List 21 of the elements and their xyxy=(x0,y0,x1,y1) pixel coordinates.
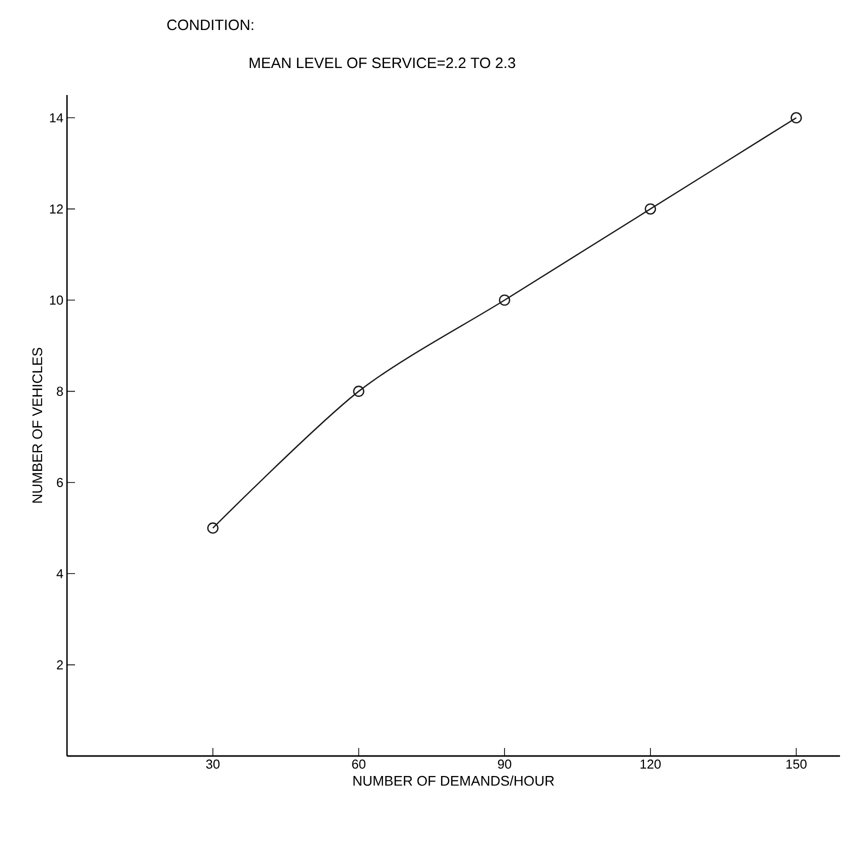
y-axis-title: NUMBER OF VEHICLES xyxy=(32,348,42,503)
x-tick-label: 150 xyxy=(786,760,807,769)
point xyxy=(353,386,364,397)
x-tick-label: 90 xyxy=(498,760,512,769)
y-tick-label: 10 xyxy=(50,296,63,305)
y-tick-label: 14 xyxy=(50,113,64,122)
x-tick-label: 30 xyxy=(206,760,220,769)
chart-title: CONDITION: xyxy=(167,20,254,30)
y-tick-label: 12 xyxy=(50,204,63,214)
x-tick-label: 60 xyxy=(352,760,366,769)
y-tick-label: 2 xyxy=(56,660,63,670)
point xyxy=(790,112,802,124)
x-axis-title: NUMBER OF DEMANDS/HOUR xyxy=(354,776,554,786)
point xyxy=(207,522,218,534)
y-tick-label: 6 xyxy=(56,478,63,488)
chart-subtitle: MEAN LEVEL OF SERVICE=2.2 TO 2.3 xyxy=(250,58,516,68)
point xyxy=(644,203,656,215)
y-tick-label: 4 xyxy=(56,569,64,578)
y-tick-label: 8 xyxy=(56,386,63,396)
point xyxy=(498,294,510,306)
x-tick-label: 120 xyxy=(640,760,661,769)
